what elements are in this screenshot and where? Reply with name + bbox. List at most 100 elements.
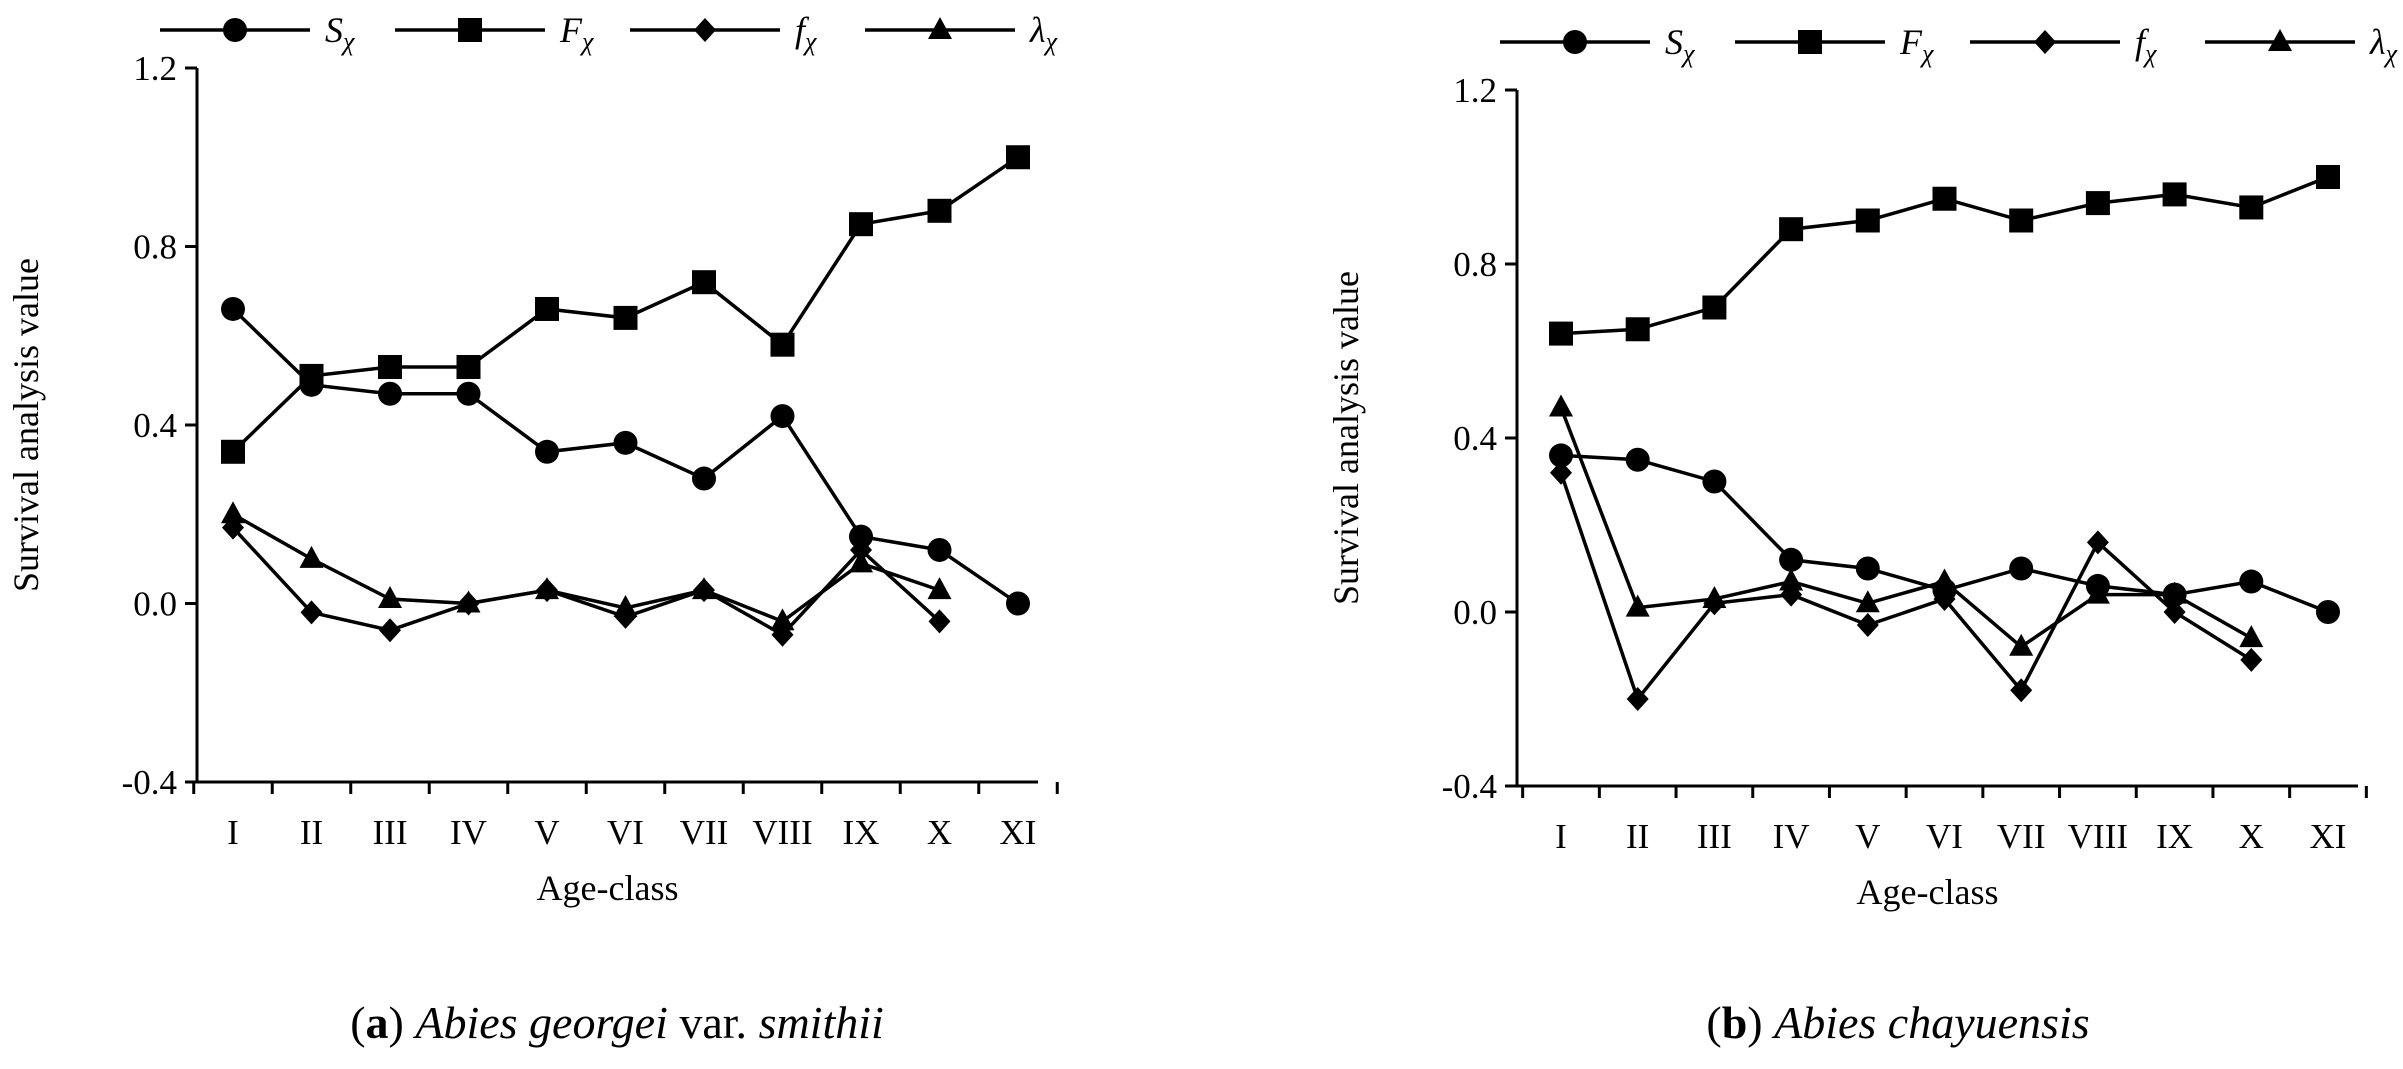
panel-a-x-axis-title: Age-class [537,868,679,908]
legend-label-subscript: χ [1919,39,1934,68]
panel-a-data-point [928,609,951,634]
panel-b-data-point [1855,590,1880,613]
panel-b-x-tick-label: VII [1997,817,2046,856]
panel-a-data-point [221,296,245,321]
legend-label-subscript: χ [1680,39,1695,68]
panel-a-x-tick-label: VI [607,813,644,852]
panel-a-series-square [221,145,1030,464]
panel-b-data-point [1779,568,1804,591]
panel-a-y-tick-label: -0.4 [122,763,177,802]
panel-a-legend-label: Fχ [559,10,594,56]
panel-a-data-point [927,198,952,223]
panel-a-legend-marker [694,18,716,42]
panel-b-data-point [2162,182,2187,207]
panel-a-caption: (a) Abies georgei var. smithii [350,997,884,1048]
panel-b-caption: (b) Abies chayuensis [1706,997,2089,1048]
panel-a-x-tick-label: VIII [752,813,812,852]
panel-a-series-diamond [222,515,951,647]
panel-a-data-point [850,537,872,562]
panel-b-data-point [2239,195,2264,220]
panel-b-data-point [2009,633,2034,656]
panel-a-legend-item: Sχ [160,10,355,56]
panel-b-x-tick-label: III [1697,817,1732,856]
panel-b-x-tick-label: XI [2310,817,2347,856]
panel-b-x-tick-label: I [1555,817,1567,856]
panel-a-data-point [221,501,245,524]
panel-b-legend-label: Fχ [1899,22,1934,68]
panel-b-legend: Sχ Fχ fχ λχ [1500,22,2398,68]
panel-a-data-point [299,363,324,388]
panel-a-data-point [535,296,559,321]
panel-b-data-point [1932,186,1957,211]
panel-b-y-tick-label: 0.4 [1453,419,1497,458]
panel-a-x-tick-label: I [227,813,239,852]
panel-a-data-point [1006,591,1030,616]
panel-b-x-tick-label: IX [2156,817,2193,856]
panel-b-data-point [1702,585,1727,608]
panel-a-data-point [849,212,873,237]
panel-a-x-tick-label: III [373,813,408,852]
panel-a-chart: -0.40.00.40.81.2I II III IV V VI VII VIII IX X XIS… [6,10,1059,1048]
panel-b-data-point [1626,687,1649,711]
panel-a-y-tick-label: 0.0 [133,585,177,624]
panel-a-series-line [232,512,941,624]
panel-a-data-point [378,354,402,379]
panel-a-data-point [770,608,795,631]
panel-a-data-point [379,618,401,643]
legend-label-subscript: χ [802,27,817,56]
panel-b-y-tick-label: 1.2 [1453,71,1497,110]
panel-a-legend-label: fχ [795,10,817,56]
panel-b-data-point [1549,443,1573,468]
panel-b-data-point [2085,191,2110,216]
panel-b-y-axis-title: Survival analysis value [1326,271,1366,605]
panel-a-data-point [378,586,402,609]
panel-a-data-point [535,577,559,600]
panel-a-data-point [849,550,873,573]
panel-b-data-point [1933,586,1956,611]
panel-a-y-tick-label: 1.2 [133,49,177,88]
panel-a-data-point [535,439,559,464]
panel-a-data-point [613,305,638,330]
panel-b-legend-label: Sχ [1665,22,1695,68]
caption-part: ( [1706,997,1721,1048]
panel-b-data-point [1855,208,1880,233]
panel-a-data-point [613,594,638,617]
panel-b-x-tick-label: V [1855,817,1880,856]
panel-b-data-point [2162,581,2187,604]
panel-b-legend-marker [2034,30,2056,54]
panel-b-series-triangle [1549,394,2264,656]
caption-part: Abies chayuensis [1771,997,2090,1048]
panel-a-data-point [692,577,716,600]
caption-part: ) [1747,997,1774,1048]
panel-a-y-tick-label: 0.8 [133,228,177,267]
panel-a-data-point [221,439,245,464]
panel-b-data-point [2316,600,2340,624]
panel-a-series-line [231,526,941,637]
panel-b-x-tick-label: IV [1773,817,1810,856]
panel-a-x-tick-label: IX [843,813,880,852]
panel-b-data-point [2086,530,2109,555]
panel-b-data-point [1625,447,1650,472]
panel-b-series-line [1559,472,2253,703]
panel-a-data-point [770,404,795,429]
legend-label-subscript: χ [579,27,594,56]
panel-b-data-point [1625,317,1650,342]
panel-a-data-point [613,430,638,455]
panel-a-legend-item: fχ [630,10,817,56]
panel-a-legend-marker [458,18,482,42]
caption-part: a [366,997,389,1048]
panel-b-y-tick-label: 0.0 [1453,593,1497,632]
panel-a-legend-marker [223,18,247,42]
panel-a-legend-item: Fχ [395,10,594,56]
panel-b-x-tick-label: VIII [2068,817,2128,856]
panel-b-data-point [1856,613,1879,638]
panel-b-data-point [1702,295,1727,320]
panel-b-data-point [2010,678,2033,703]
panel-b-data-point [1702,469,1727,494]
panel-a-data-point [927,577,952,600]
panel-b-data-point [1549,321,1573,346]
panel-b-legend-label: λχ [2369,22,2398,68]
panel-a-data-point [456,381,481,406]
panel-a-data-point [692,466,716,491]
panel-a-series-triangle [221,501,952,631]
